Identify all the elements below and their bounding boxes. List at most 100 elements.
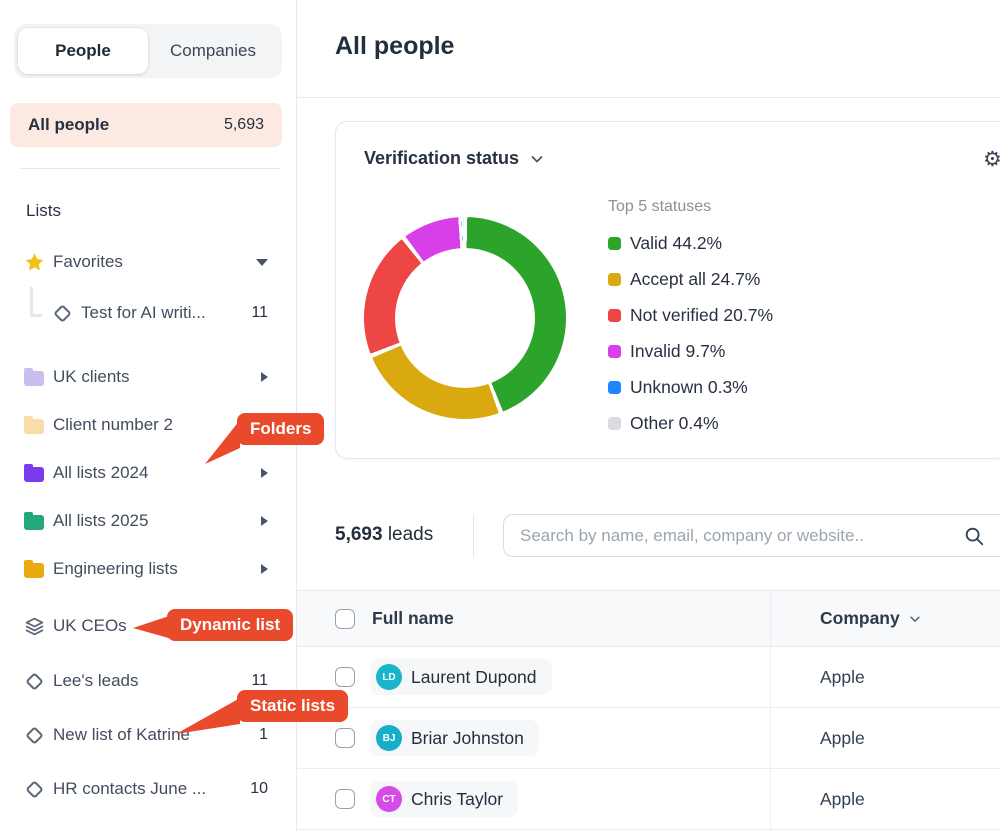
lead-company: Apple <box>820 666 865 687</box>
chart-legend: Top 5 statuses Valid 44.2% Accept all 24… <box>608 198 773 449</box>
sidebar-item-new-list-of-katrine[interactable]: New list of Katrine 1 <box>0 723 296 747</box>
row-checkbox[interactable] <box>335 667 355 687</box>
search-bar <box>503 514 1000 557</box>
column-divider <box>770 591 771 646</box>
leads-table: Full name Company LD Laurent Dupond Appl… <box>297 590 1000 830</box>
annotation-folders: Folders <box>237 413 325 445</box>
legend-item-unknown: Unknown 0.3% <box>608 377 773 398</box>
sidebar-item-hr-contacts[interactable]: HR contacts June ... 10 <box>0 777 296 801</box>
sidebar-item-favorites[interactable]: Favorites <box>0 250 296 274</box>
static-list-icon <box>22 725 46 745</box>
table-row[interactable]: BJ Briar Johnston Apple <box>297 708 1000 769</box>
all-people-label: All people <box>28 115 110 134</box>
favorite-list-count: 11 <box>251 304 268 321</box>
sidebar-folder-all-lists-2025[interactable]: All lists 2025 <box>0 509 296 533</box>
legend-item-valid: Valid 44.2% <box>608 233 773 254</box>
table-row[interactable]: LD Laurent Dupond Apple <box>297 647 1000 708</box>
chevron-right-icon[interactable] <box>261 516 268 526</box>
select-all-checkbox[interactable] <box>335 608 355 629</box>
legend-swatch <box>608 237 621 250</box>
sidebar-folder-engineering-lists[interactable]: Engineering lists <box>0 557 296 581</box>
header-divider <box>297 97 1000 98</box>
gear-icon[interactable]: ⚙ <box>983 147 1000 171</box>
lead-name: Chris Taylor <box>411 788 504 809</box>
column-divider <box>770 647 771 707</box>
tab-people[interactable]: People <box>18 28 148 74</box>
table-row[interactable]: CT Chris Taylor Apple <box>297 769 1000 830</box>
donut-hole <box>395 248 535 388</box>
annotation-dynamic-list: Dynamic list <box>167 609 294 641</box>
avatar: BJ <box>376 725 402 751</box>
sidebar-item-lees-leads[interactable]: Lee's leads 11 <box>0 669 296 693</box>
static-list-icon <box>50 303 74 323</box>
folder-icon <box>22 368 46 386</box>
verification-status-card: Verification status ⚙ Top 5 statuses Val… <box>335 121 1000 459</box>
vertical-divider <box>473 514 474 558</box>
static-list-count: 1 <box>259 726 268 743</box>
static-list-icon <box>22 671 46 691</box>
legend-title: Top 5 statuses <box>608 198 712 215</box>
page-title: All people <box>335 32 455 60</box>
folder-icon <box>22 464 46 482</box>
static-list-count: 10 <box>250 780 268 797</box>
tab-companies[interactable]: Companies <box>170 41 256 60</box>
sidebar-item-all-people[interactable]: All people 5,693 <box>10 103 282 147</box>
static-list-label: New list of Katrine <box>53 725 190 744</box>
table-header: Full name Company <box>297 590 1000 647</box>
avatar: CT <box>376 786 402 812</box>
callout-tail-dynamic <box>133 615 172 639</box>
column-company[interactable]: Company <box>820 608 922 629</box>
legend-swatch <box>608 273 621 286</box>
row-checkbox[interactable] <box>335 789 355 809</box>
lead-name: Laurent Dupond <box>411 666 537 687</box>
lead-company: Apple <box>820 727 865 748</box>
folder-label: UK clients <box>53 367 130 386</box>
chevron-right-icon[interactable] <box>261 468 268 478</box>
sidebar-folder-all-lists-2024[interactable]: All lists 2024 <box>0 461 296 485</box>
card-title-selector[interactable]: Verification status <box>364 148 545 169</box>
chevron-down-icon <box>531 155 543 162</box>
lead-name-chip[interactable]: CT Chris Taylor <box>370 781 519 817</box>
search-input[interactable] <box>503 514 1000 557</box>
static-list-label: HR contacts June ... <box>53 779 207 798</box>
folder-label: All lists 2025 <box>53 511 149 530</box>
legend-swatch <box>608 309 621 322</box>
lead-name-chip[interactable]: BJ Briar Johnston <box>370 720 539 756</box>
chevron-right-icon[interactable] <box>261 564 268 574</box>
chevron-down-icon[interactable] <box>256 258 268 266</box>
sidebar-item-favorite-list[interactable]: Test for AI writi... 11 <box>0 287 296 325</box>
leads-count: 5,693 leads <box>335 524 434 545</box>
legend-item-accept-all: Accept all 24.7% <box>608 269 773 290</box>
annotation-static-lists: Static lists <box>237 690 349 722</box>
star-icon <box>22 252 46 273</box>
legend-item-not-verified: Not verified 20.7% <box>608 305 773 326</box>
chevron-right-icon[interactable] <box>261 372 268 382</box>
column-full-name[interactable]: Full name <box>372 608 454 628</box>
favorites-label: Favorites <box>53 252 123 271</box>
main-content: All people Verification status ⚙ Top 5 s… <box>297 0 1000 831</box>
lead-name: Briar Johnston <box>411 727 524 748</box>
static-list-icon <box>22 779 46 799</box>
avatar: LD <box>376 664 402 690</box>
sidebar-item-uk-ceos[interactable]: UK CEOs <box>0 614 296 638</box>
all-people-count: 5,693 <box>223 116 264 133</box>
column-divider <box>770 708 771 768</box>
legend-item-other: Other 0.4% <box>608 413 773 434</box>
search-icon[interactable] <box>963 525 985 547</box>
lead-company: Apple <box>820 788 865 809</box>
legend-swatch <box>608 417 621 430</box>
sidebar-folder-uk-clients[interactable]: UK clients <box>0 365 296 389</box>
sidebar-divider <box>20 168 280 169</box>
tree-elbow <box>30 287 42 317</box>
row-checkbox[interactable] <box>335 728 355 748</box>
folder-icon <box>22 416 46 434</box>
legend-item-invalid: Invalid 9.7% <box>608 341 773 362</box>
static-list-label: Lee's leads <box>53 671 139 690</box>
folder-icon <box>22 560 46 578</box>
legend-swatch <box>608 345 621 358</box>
verification-donut-chart <box>364 217 566 419</box>
sidebar-folder-client-number-2[interactable]: Client number 2 <box>0 413 296 437</box>
favorite-list-label: Test for AI writi... <box>81 303 206 322</box>
lead-name-chip[interactable]: LD Laurent Dupond <box>370 659 552 695</box>
